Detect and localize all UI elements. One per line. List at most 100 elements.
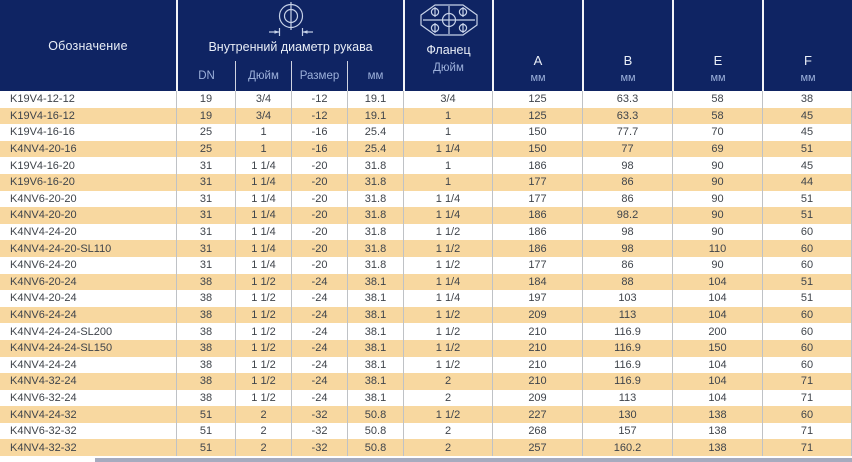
- dn-cell: 38: [176, 373, 235, 390]
- mm-cell: 38.1: [347, 373, 403, 390]
- inch-cell: 1 1/4: [235, 173, 291, 191]
- a-cell: 125: [492, 107, 582, 125]
- dn-cell: 38: [176, 323, 235, 340]
- dash-size-cell: -20: [291, 256, 347, 274]
- dash-size-cell: -16: [291, 124, 347, 141]
- inch-cell: 3/4: [235, 107, 291, 125]
- e-cell: 90: [672, 207, 762, 224]
- table-body: K19V4-12-12 19 3/4 -12 19.1 3/4 125 63.3 58 38 K19…: [0, 91, 852, 457]
- table-row: K4NV4-24-24 38 1 1/2 -24 38.1 1 1/2 210 116.9 10…: [0, 356, 852, 374]
- dim-a-label: A: [533, 53, 543, 68]
- f-cell: 51: [762, 207, 852, 224]
- designation-cell: K4NV6-24-20: [10, 259, 77, 272]
- b-cell: 86: [582, 256, 672, 274]
- header-designation: Обозначение: [48, 38, 128, 53]
- f-cell: 45: [762, 157, 852, 174]
- header-dn: DN: [198, 70, 215, 82]
- f-cell: 60: [762, 406, 852, 423]
- designation-cell: K4NV4-32-24: [10, 375, 77, 388]
- designation-cell: K4NV4-24-32: [10, 408, 77, 421]
- flange-inch-cell: 1 1/4: [403, 207, 492, 224]
- b-cell: 63.3: [582, 91, 672, 108]
- f-cell: 51: [762, 140, 852, 158]
- table-row: K19V4-12-12 19 3/4 -12 19.1 3/4 125 63.3 58 38: [0, 91, 852, 108]
- dash-size-cell: -16: [291, 140, 347, 158]
- designation-cell: K4NV6-20-20: [10, 192, 77, 205]
- table-row: K4NV4-24-24-SL200 38 1 1/2 -24 38.1 1 1/2 210 1…: [0, 323, 852, 340]
- inch-cell: 3/4: [235, 91, 291, 108]
- b-cell: 98: [582, 157, 672, 174]
- a-cell: 177: [492, 256, 582, 274]
- designation-cell: K19V6-16-20: [10, 176, 75, 189]
- f-cell: 51: [762, 273, 852, 291]
- a-cell: 186: [492, 240, 582, 257]
- a-cell: 177: [492, 190, 582, 208]
- a-cell: 186: [492, 223, 582, 241]
- table-row: K4NV6-20-24 38 1 1/2 -24 38.1 1 1/4 184 88 104 51: [0, 273, 852, 291]
- flange-inch-cell: 3/4: [403, 91, 492, 108]
- dn-cell: 38: [176, 356, 235, 374]
- e-cell: 90: [672, 223, 762, 241]
- e-cell: 104: [672, 290, 762, 307]
- dn-cell: 38: [176, 273, 235, 291]
- dash-size-cell: -20: [291, 157, 347, 174]
- mm-cell: 38.1: [347, 323, 403, 340]
- f-cell: 60: [762, 223, 852, 241]
- dash-size-cell: -24: [291, 356, 347, 374]
- flange-inch-cell: 1 1/4: [403, 140, 492, 158]
- f-cell: 60: [762, 240, 852, 257]
- designation-cell: K4NV4-24-24-SL150: [10, 342, 113, 355]
- a-cell: 210: [492, 339, 582, 357]
- e-cell: 150: [672, 339, 762, 357]
- designation-cell: K4NV6-20-24: [10, 275, 77, 288]
- mm-cell: 38.1: [347, 389, 403, 407]
- mm-cell: 31.8: [347, 223, 403, 241]
- header-inch: Дюйм: [235, 61, 291, 91]
- f-cell: 51: [762, 190, 852, 208]
- a-cell: 210: [492, 356, 582, 374]
- mm-cell: 38.1: [347, 339, 403, 357]
- table-row: K19V4-16-20 31 1 1/4 -20 31.8 1 186 98 90 45: [0, 157, 852, 174]
- dn-cell: 31: [176, 256, 235, 274]
- a-cell: 210: [492, 373, 582, 390]
- inner-diameter-subheader: DN Дюйм Размер мм: [178, 61, 403, 91]
- a-cell: 125: [492, 91, 582, 108]
- mm-cell: 31.8: [347, 240, 403, 257]
- f-cell: 60: [762, 339, 852, 357]
- flange-inch-cell: 1 1/2: [403, 356, 492, 374]
- header-dim-b: B мм: [582, 0, 672, 91]
- flange-inch-cell: 2: [403, 439, 492, 457]
- hose-diameter-icon: [178, 0, 403, 40]
- flange-inch-cell: 2: [403, 389, 492, 407]
- inch-cell: 1 1/2: [235, 339, 291, 357]
- mm-cell: 38.1: [347, 273, 403, 291]
- e-cell: 104: [672, 273, 762, 291]
- designation-cell: K4NV6-32-32: [10, 425, 77, 438]
- b-cell: 116.9: [582, 339, 672, 357]
- b-cell: 116.9: [582, 356, 672, 374]
- a-cell: 268: [492, 422, 582, 440]
- dn-cell: 51: [176, 439, 235, 457]
- designation-cell: K4NV4-32-32: [10, 441, 77, 454]
- dash-size-cell: -32: [291, 439, 347, 457]
- inch-cell: 1 1/2: [235, 389, 291, 407]
- dim-b-label: B: [623, 53, 633, 68]
- a-cell: 150: [492, 124, 582, 141]
- table-row: K19V6-16-20 31 1 1/4 -20 31.8 1 177 86 90 44: [0, 173, 852, 191]
- inch-cell: 2: [235, 406, 291, 423]
- header-dim-f: F мм: [762, 0, 852, 91]
- f-cell: 71: [762, 373, 852, 390]
- flange-inch-cell: 2: [403, 422, 492, 440]
- mm-cell: 19.1: [347, 107, 403, 125]
- b-cell: 103: [582, 290, 672, 307]
- mm-cell: 38.1: [347, 306, 403, 324]
- table-row: K4NV6-20-20 31 1 1/4 -20 31.8 1 1/4 177 86 90 51: [0, 190, 852, 208]
- f-cell: 71: [762, 439, 852, 457]
- dim-f-label: F: [804, 53, 812, 68]
- inch-cell: 1 1/2: [235, 373, 291, 390]
- table-row: K19V4-16-16 25 1 -16 25.4 1 150 77.7 70 45: [0, 124, 852, 141]
- a-cell: 210: [492, 323, 582, 340]
- dash-size-cell: -20: [291, 223, 347, 241]
- mm-cell: 25.4: [347, 124, 403, 141]
